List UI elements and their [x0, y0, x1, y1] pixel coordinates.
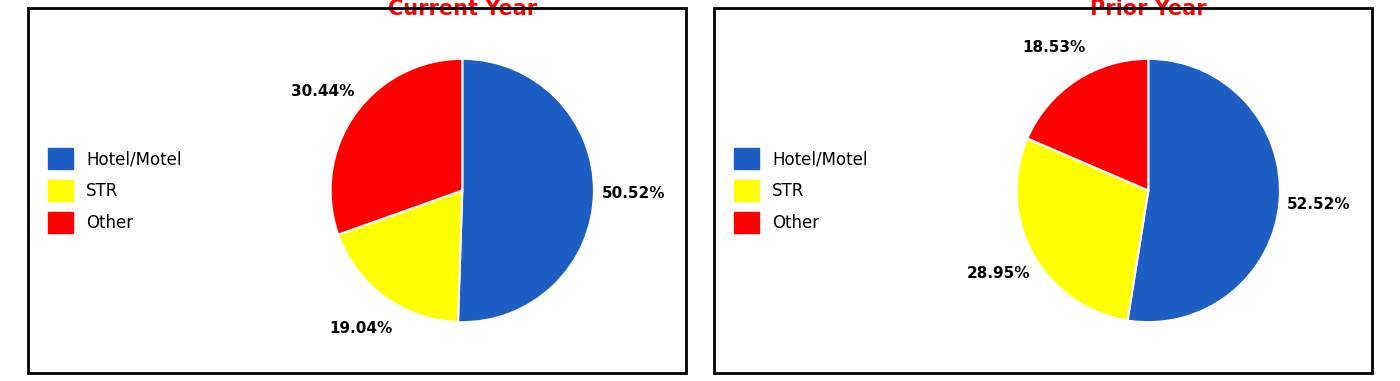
Wedge shape — [339, 190, 462, 322]
Text: 19.04%: 19.04% — [329, 321, 393, 336]
Wedge shape — [458, 59, 594, 322]
Title: Prior Year: Prior Year — [1091, 0, 1207, 19]
Wedge shape — [1016, 138, 1148, 320]
Title: Current Year: Current Year — [388, 0, 536, 19]
Legend: Hotel/Motel, STR, Other: Hotel/Motel, STR, Other — [729, 143, 872, 238]
Wedge shape — [330, 59, 462, 235]
Wedge shape — [1028, 59, 1148, 190]
Text: 28.95%: 28.95% — [966, 266, 1030, 280]
Legend: Hotel/Motel, STR, Other: Hotel/Motel, STR, Other — [43, 143, 186, 238]
Text: 52.52%: 52.52% — [1287, 197, 1351, 211]
Text: 30.44%: 30.44% — [291, 84, 354, 99]
Text: 18.53%: 18.53% — [1022, 40, 1086, 55]
Wedge shape — [1127, 59, 1280, 322]
Text: 50.52%: 50.52% — [602, 186, 665, 201]
